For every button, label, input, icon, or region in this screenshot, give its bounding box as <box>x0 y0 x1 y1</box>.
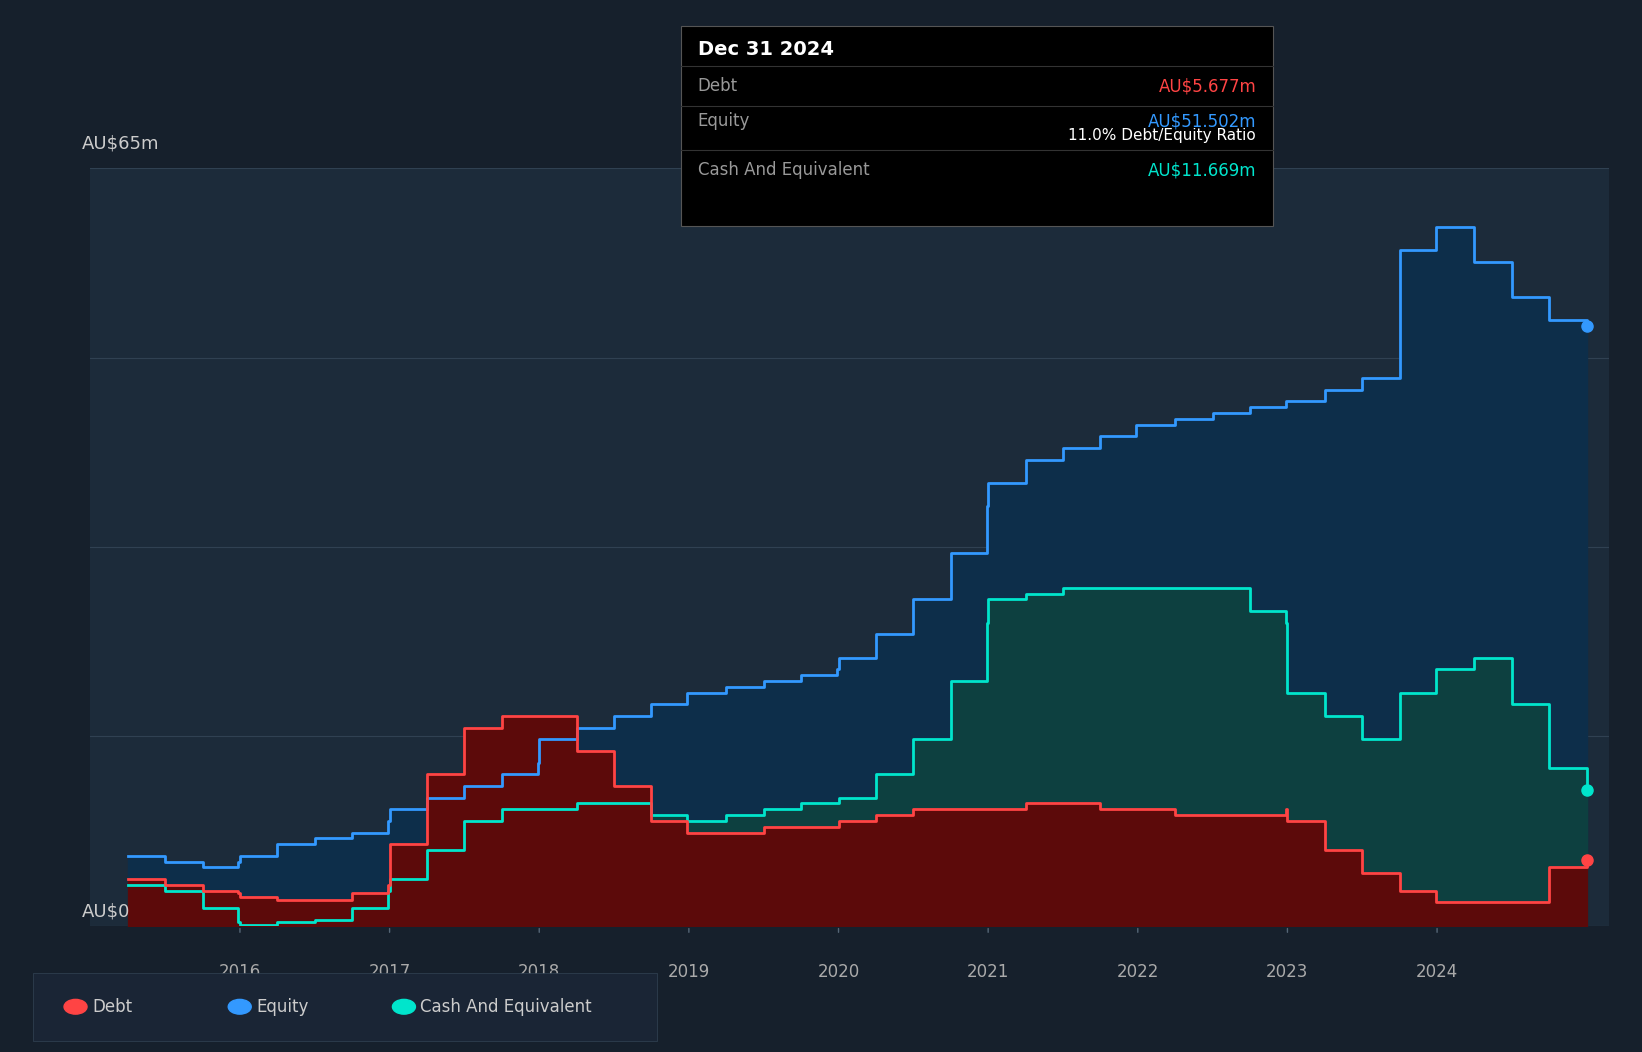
Text: 2022: 2022 <box>1117 963 1159 980</box>
Text: Debt: Debt <box>92 997 131 1016</box>
Text: 2020: 2020 <box>818 963 860 980</box>
Text: Equity: Equity <box>256 997 309 1016</box>
Text: Debt: Debt <box>698 77 737 96</box>
Text: 11.0% Debt/Equity Ratio: 11.0% Debt/Equity Ratio <box>1069 127 1256 142</box>
Text: 2016: 2016 <box>218 963 261 980</box>
Text: Equity: Equity <box>698 113 750 130</box>
Text: Cash And Equivalent: Cash And Equivalent <box>698 161 870 179</box>
Text: AU$65m: AU$65m <box>82 135 159 153</box>
Text: AU$0: AU$0 <box>82 903 130 920</box>
Text: AU$51.502m: AU$51.502m <box>1148 113 1256 130</box>
Text: 2019: 2019 <box>668 963 709 980</box>
Text: Cash And Equivalent: Cash And Equivalent <box>420 997 593 1016</box>
Text: 2021: 2021 <box>967 963 1010 980</box>
Text: AU$11.669m: AU$11.669m <box>1148 161 1256 179</box>
Text: 2018: 2018 <box>519 963 560 980</box>
Text: AU$5.677m: AU$5.677m <box>1158 77 1256 96</box>
Text: Dec 31 2024: Dec 31 2024 <box>698 40 834 59</box>
Text: 2017: 2017 <box>368 963 410 980</box>
Text: 2024: 2024 <box>1415 963 1458 980</box>
Text: 2023: 2023 <box>1266 963 1309 980</box>
